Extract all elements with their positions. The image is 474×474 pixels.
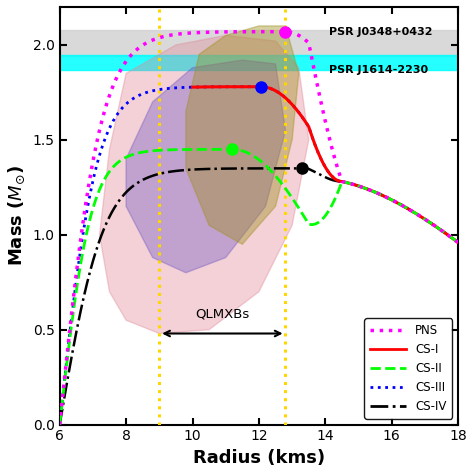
PNS	[371, 189, 376, 194]
CS-II	[444, 231, 449, 237]
CS-III	[456, 240, 461, 246]
CS-II	[371, 189, 376, 194]
CS-I	[337, 178, 342, 184]
CS-I	[258, 84, 264, 90]
CS-II	[240, 148, 246, 154]
Text: QLMXBs: QLMXBs	[195, 307, 249, 320]
PNS	[77, 242, 83, 247]
CS-I	[447, 233, 452, 239]
CS-I	[292, 104, 297, 110]
CS-II	[77, 265, 83, 271]
CS-II	[444, 231, 450, 237]
Legend: PNS, CS-I, CS-II, CS-III, CS-IV: PNS, CS-I, CS-II, CS-III, CS-IV	[364, 319, 452, 419]
Line: CS-III: CS-III	[60, 87, 458, 425]
CS-IV	[371, 189, 376, 194]
CS-II	[57, 422, 63, 428]
Line: PNS: PNS	[60, 32, 458, 425]
Bar	[60, 30, 458, 56]
Line: CS-II: CS-II	[60, 149, 458, 425]
CS-II	[251, 153, 256, 159]
PNS	[251, 29, 256, 35]
Line: CS-I: CS-I	[192, 87, 458, 243]
CS-III	[57, 422, 63, 428]
Bar	[60, 55, 458, 70]
CS-I	[389, 197, 394, 202]
CS-IV	[251, 165, 256, 171]
CS-III	[77, 251, 83, 256]
PNS	[444, 231, 449, 237]
X-axis label: Radius (kms): Radius (kms)	[193, 449, 325, 467]
CS-IV	[57, 422, 63, 428]
CS-III	[251, 84, 256, 90]
CS-III	[444, 231, 449, 237]
PNS	[57, 422, 63, 428]
Line: CS-IV: CS-IV	[60, 168, 458, 425]
PNS	[456, 240, 461, 246]
Y-axis label: Mass ($M_{\odot}$): Mass ($M_{\odot}$)	[7, 165, 27, 266]
CS-IV	[240, 165, 246, 171]
CS-I	[383, 194, 389, 200]
CS-III	[444, 231, 450, 237]
CS-IV	[456, 240, 461, 246]
CS-I	[225, 84, 230, 90]
CS-I	[456, 240, 461, 246]
CS-IV	[444, 231, 449, 237]
CS-III	[258, 84, 264, 90]
CS-IV	[77, 311, 83, 317]
Polygon shape	[126, 60, 285, 273]
CS-II	[456, 240, 461, 246]
CS-II	[230, 146, 236, 152]
PNS	[444, 231, 450, 237]
PNS	[283, 29, 288, 35]
CS-III	[240, 84, 246, 90]
CS-IV	[444, 231, 450, 237]
PNS	[240, 29, 246, 35]
Text: PSR J1614-2230: PSR J1614-2230	[328, 64, 428, 74]
Text: PSR J0348+0432: PSR J0348+0432	[328, 27, 432, 36]
Polygon shape	[100, 36, 309, 334]
CS-IV	[300, 165, 305, 171]
Polygon shape	[186, 26, 299, 244]
CS-III	[371, 189, 376, 194]
CS-I	[190, 84, 195, 90]
